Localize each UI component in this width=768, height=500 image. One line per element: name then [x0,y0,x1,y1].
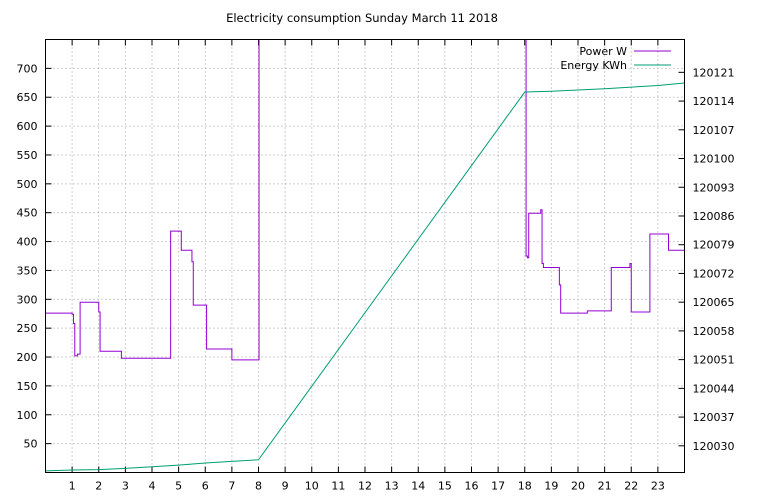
y-tick-label: 150 [17,380,38,393]
y-tick-label: 400 [17,236,38,249]
y-tick-label: 300 [17,293,38,306]
y-tick-label: 100 [17,409,38,422]
y2-tick-label: 120044 [693,382,735,395]
y2-tick-label: 120072 [693,267,735,280]
y-tick-label: 350 [17,264,38,277]
y-tick-label: 200 [17,351,38,364]
y-tick-label: 450 [17,207,38,220]
x-tick-label: 20 [571,480,585,493]
y2-tick-label: 120079 [693,239,735,252]
x-axis-ticks: 1 2 3 4 5 6 7 8 9 10 11 12 13 14 15 16 17 18 19 20 21 22 23 [69,39,665,493]
plot-frame [45,39,685,473]
y2-axis-ticks: 120030 120037 120044 120051 120058 120065 1200… [678,66,735,453]
y2-tick-label: 120086 [693,210,735,223]
x-tick-label: 5 [175,480,182,493]
x-tick-label: 22 [624,480,638,493]
y-tick-label: 50 [24,438,38,451]
y-tick-label: 550 [17,149,38,162]
x-tick-label: 10 [305,480,319,493]
x-tick-label: 2 [95,480,102,493]
y-tick-label: 250 [17,322,38,335]
legend-label: Power W [579,45,627,58]
x-tick-label: 14 [411,480,425,493]
y2-tick-label: 120051 [693,354,735,367]
x-tick-label: 13 [385,480,399,493]
x-tick-label: 17 [491,480,505,493]
x-tick-label: 8 [255,480,262,493]
y2-tick-label: 120121 [693,66,735,79]
y2-tick-label: 120037 [693,411,735,424]
x-tick-label: 9 [282,480,289,493]
x-tick-label: 6 [202,480,209,493]
series-line-energy-kwh [45,82,685,472]
x-tick-label: 19 [544,480,558,493]
x-tick-label: 21 [598,480,612,493]
y2-tick-label: 120093 [693,181,735,194]
y-axis-ticks: 50 100 150 200 250 300 350 400 450 500 550 600 650 70… [17,62,52,451]
x-tick-label: 7 [228,480,235,493]
x-tick-label: 1 [69,480,76,493]
x-tick-label: 3 [122,480,129,493]
y-tick-label: 700 [17,62,38,75]
chart-title: Electricity consumption Sunday March 11 … [226,11,498,25]
y2-tick-label: 120030 [693,440,735,453]
y2-tick-label: 120107 [693,124,735,137]
x-tick-label: 4 [149,480,156,493]
x-tick-label: 12 [358,480,372,493]
y-tick-label: 650 [17,91,38,104]
grid-layer [45,39,685,473]
x-tick-label: 15 [438,480,452,493]
x-tick-label: 16 [465,480,479,493]
legend-label: Energy KWh [560,59,627,72]
y2-tick-label: 120058 [693,325,735,338]
x-tick-label: 11 [331,480,345,493]
y2-tick-label: 120114 [693,95,735,108]
y-tick-label: 600 [17,120,38,133]
y2-tick-label: 120065 [693,296,735,309]
x-tick-label: 23 [651,480,665,493]
y2-tick-label: 120100 [693,153,735,166]
y-tick-label: 500 [17,178,38,191]
x-tick-label: 18 [518,480,532,493]
